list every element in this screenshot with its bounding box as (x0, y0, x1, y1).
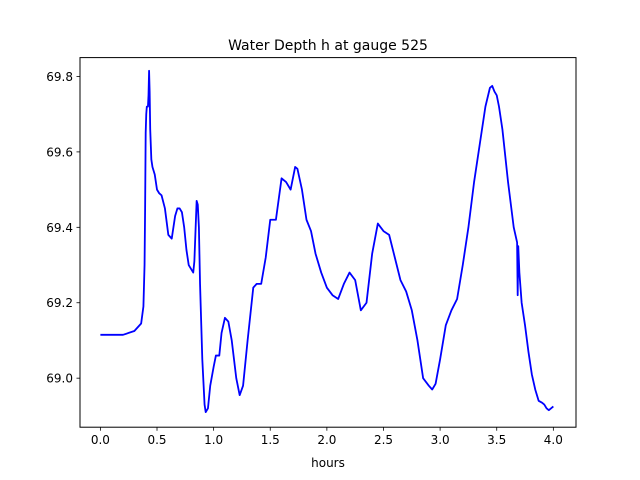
x-tick-label: 0.0 (91, 433, 110, 447)
y-tick-label: 69.8 (46, 70, 73, 84)
x-tick-label: 1.0 (204, 433, 223, 447)
x-tick-label: 1.5 (261, 433, 280, 447)
y-tick-label: 69.0 (46, 372, 73, 386)
x-tick-label: 2.5 (374, 433, 393, 447)
x-axis-label: hours (311, 456, 345, 470)
series-line (100, 69, 554, 414)
x-tick-label: 0.5 (147, 433, 166, 447)
y-tick-label: 69.4 (46, 221, 73, 235)
y-tick-label: 69.2 (46, 296, 73, 310)
x-tick-label: 4.0 (544, 433, 563, 447)
x-axis: 0.0 0.5 1.0 1.5 2.0 2.5 3.0 3.5 4.0 (91, 427, 563, 447)
axes-frame (79, 57, 577, 428)
y-axis: 69.0 69.2 69.4 69.6 69.8 (46, 70, 80, 386)
x-tick-label: 2.0 (317, 433, 336, 447)
x-tick-label: 3.5 (487, 433, 506, 447)
plot-area (79, 57, 577, 428)
y-tick-label: 69.6 (46, 145, 73, 159)
x-tick-label: 3.0 (431, 433, 450, 447)
chart-title: Water Depth h at gauge 525 (228, 38, 428, 54)
